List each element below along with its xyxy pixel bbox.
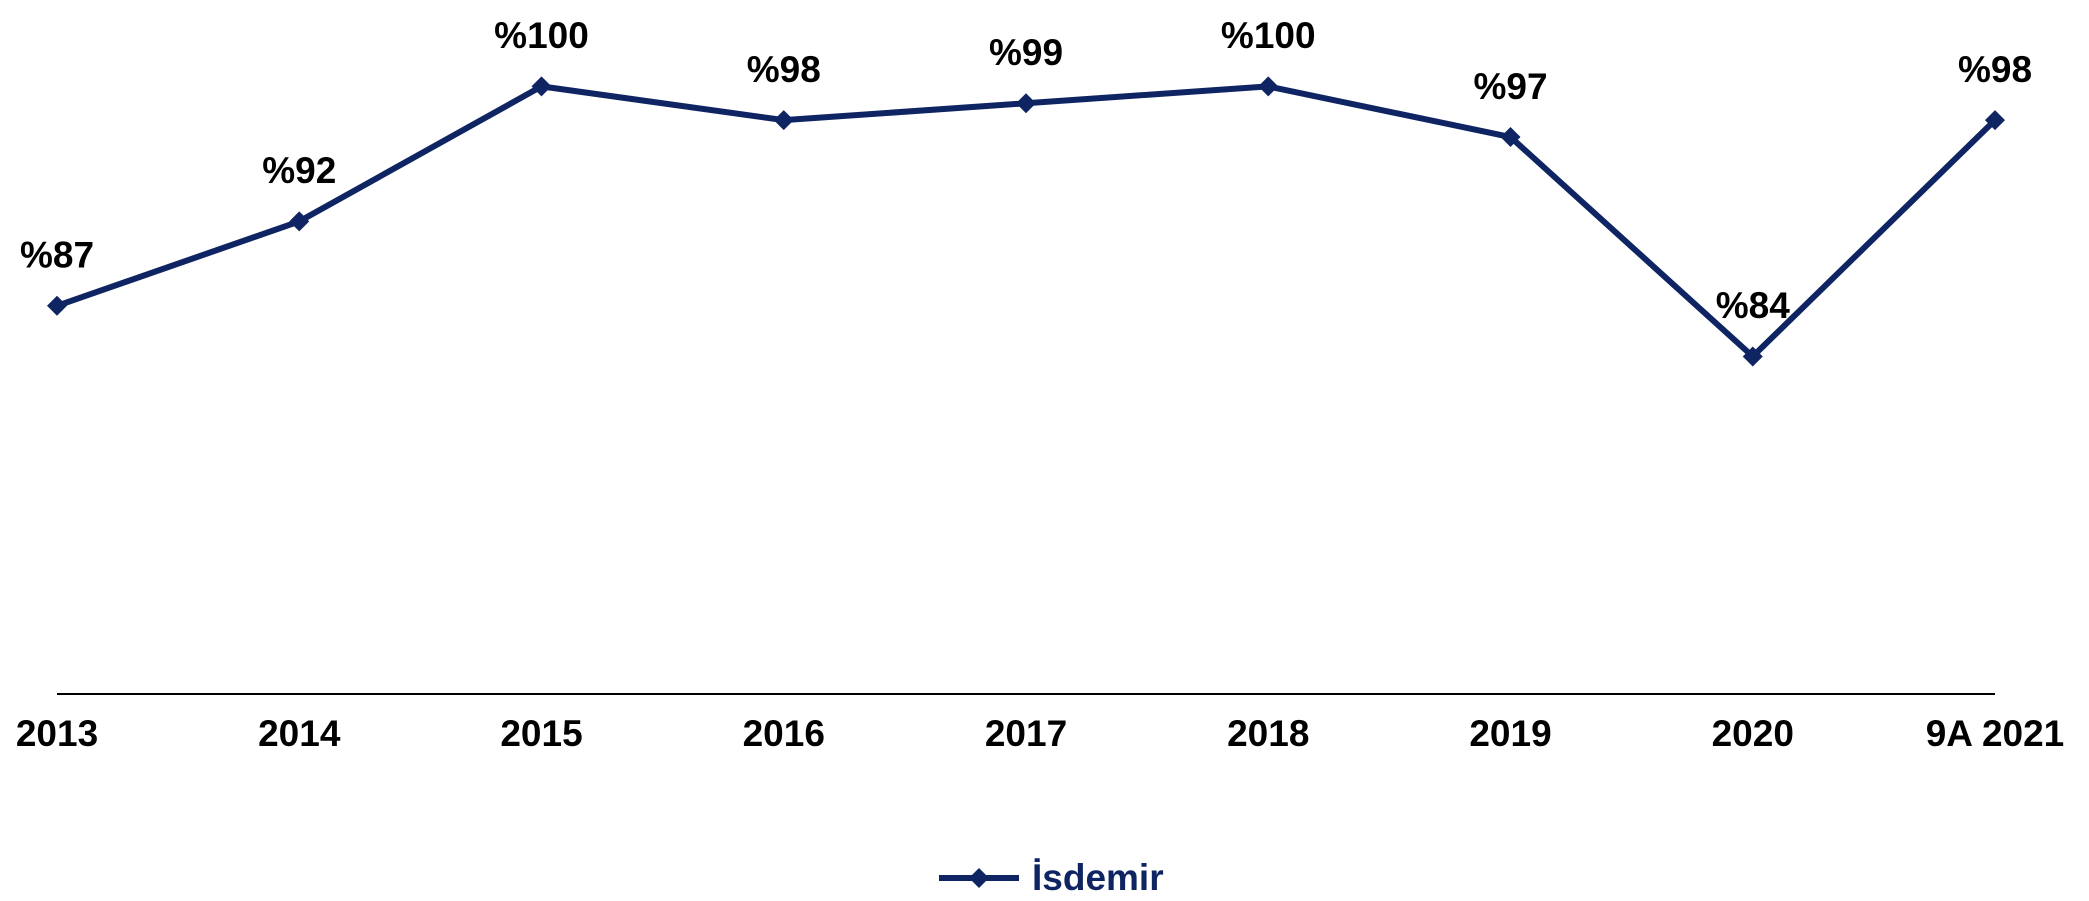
legend-label: İsdemir [1032, 857, 1164, 898]
data-label: %97 [1473, 66, 1547, 107]
point-marker [773, 110, 794, 131]
data-label: %98 [1958, 49, 2032, 90]
data-label: %99 [989, 32, 1063, 73]
point-marker [1500, 127, 1521, 148]
data-label: %87 [20, 235, 94, 276]
legend-marker [969, 868, 989, 888]
x-tick-label: 2018 [1227, 713, 1309, 754]
data-label: %100 [1221, 15, 1316, 56]
point-marker [289, 211, 310, 232]
data-label: %100 [494, 15, 589, 56]
data-label: %84 [1716, 285, 1790, 326]
x-tick-label: 2020 [1712, 713, 1794, 754]
x-tick-label: 9A 2021 [1926, 713, 2065, 754]
point-marker [1742, 346, 1763, 367]
x-tick-label: 2013 [16, 713, 98, 754]
x-tick-label: 2015 [500, 713, 582, 754]
x-tick-label: 2017 [985, 713, 1067, 754]
x-tick-label: 2019 [1469, 713, 1551, 754]
point-marker [47, 295, 67, 316]
x-tick-label: 2016 [743, 713, 825, 754]
data-label: %92 [262, 150, 336, 191]
x-tick-label: 2014 [258, 713, 341, 754]
point-marker [1016, 93, 1036, 114]
series-line [56, 83, 1998, 360]
data-label: %98 [747, 49, 821, 90]
point-marker [1258, 76, 1279, 97]
point-marker [1985, 110, 2005, 131]
point-marker [531, 76, 552, 97]
